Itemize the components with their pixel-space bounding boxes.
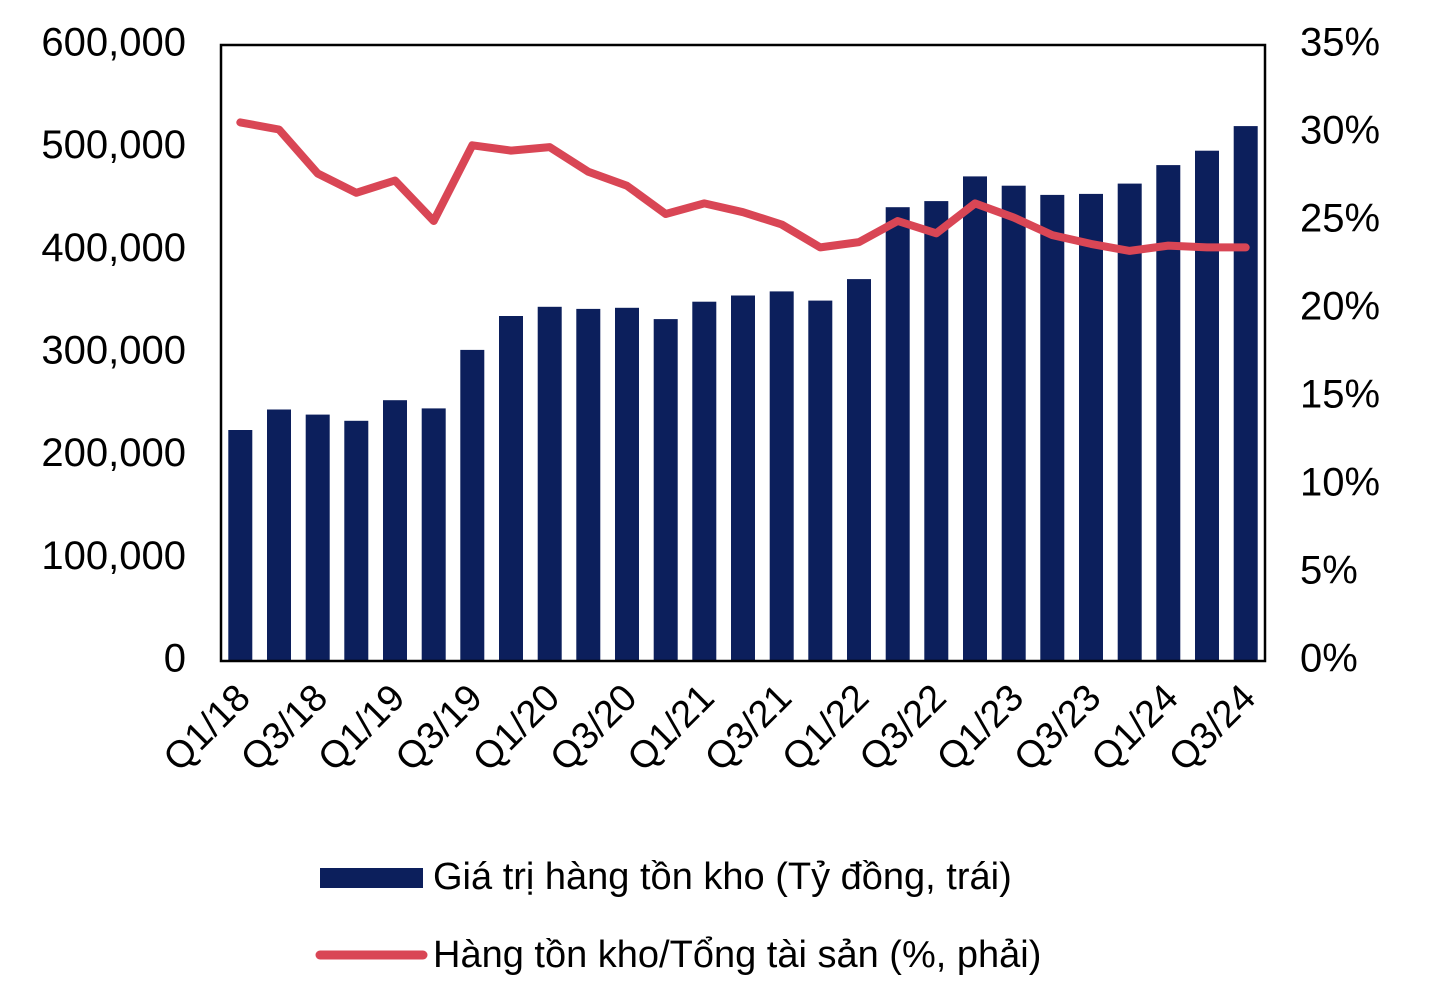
- bar-Q1-18: [228, 430, 253, 661]
- bar-Q1-24: [1156, 165, 1181, 661]
- bar-Q4-19: [499, 316, 523, 661]
- x-axis: Q1/18Q3/18Q1/19Q3/19Q1/20Q3/20Q1/21Q3/21…: [156, 677, 1264, 780]
- bar-Q2-22: [885, 207, 910, 661]
- x-tick-label: Q1/21: [620, 677, 723, 780]
- x-tick-label: Q3/24: [1161, 677, 1264, 780]
- bar-Q3-24: [1233, 126, 1258, 662]
- bar-Q4-18: [344, 420, 369, 661]
- x-tick-label: Q1/20: [465, 677, 568, 780]
- bar-Q1-19: [383, 400, 407, 661]
- bar-Q1-21: [692, 301, 717, 661]
- x-tick-label: Q1/19: [310, 677, 413, 780]
- bar-Q1-22: [847, 279, 871, 661]
- bar-Q3-22: [924, 201, 949, 661]
- bar-series: [228, 126, 1258, 662]
- bar-Q3-19: [460, 349, 485, 661]
- y-left-tick-label: 500,000: [41, 123, 186, 167]
- bar-Q4-21: [808, 300, 833, 661]
- legend-swatch-bar: [320, 868, 423, 888]
- y-axis-left: 0 100,000 200,000 300,000 400,000 500,000 600,…: [41, 21, 186, 681]
- bar-Q3-21: [769, 291, 794, 661]
- bar-Q4-23: [1117, 183, 1142, 661]
- x-tick-label: Q3/22: [852, 677, 955, 780]
- y-right-tick-label: 20%: [1300, 285, 1380, 329]
- bar-Q1-20: [537, 306, 562, 661]
- bar-Q3-18: [305, 414, 330, 661]
- y-right-tick-label: 25%: [1300, 197, 1380, 241]
- y-axis-right: 0% 5% 10% 15% 20% 25% 30% 35%: [1300, 21, 1380, 681]
- y-left-tick-label: 0: [164, 637, 186, 681]
- y-right-tick-label: 35%: [1300, 21, 1380, 65]
- x-tick-label: Q3/19: [388, 677, 491, 780]
- x-tick-label: Q1/22: [774, 677, 877, 780]
- bar-Q2-20: [576, 308, 601, 661]
- bar-Q2-23: [1040, 194, 1065, 661]
- bar-Q3-23: [1079, 193, 1103, 661]
- y-left-tick-label: 600,000: [41, 21, 186, 65]
- legend-label-bar: Giá trị hàng tồn kho (Tỷ đồng, trái): [433, 856, 1012, 898]
- y-left-tick-label: 300,000: [41, 329, 186, 373]
- x-tick-label: Q3/18: [233, 677, 336, 780]
- bar-Q2-18: [267, 409, 291, 661]
- bar-Q2-19: [421, 408, 446, 661]
- bar-Q2-21: [731, 295, 755, 661]
- bar-Q3-20: [615, 307, 639, 661]
- bar-Q4-20: [653, 319, 678, 661]
- x-tick-label: Q1/24: [1084, 677, 1187, 780]
- line-series: [236, 118, 1250, 255]
- y-right-tick-label: 15%: [1300, 373, 1380, 417]
- bar-Q1-23: [1001, 185, 1026, 661]
- y-right-tick-label: 10%: [1300, 461, 1380, 505]
- x-tick-label: Q1/18: [156, 677, 259, 780]
- y-left-tick-label: 400,000: [41, 226, 186, 270]
- x-tick-label: Q3/20: [542, 677, 645, 780]
- legend: Giá trị hàng tồn kho (Tỷ đồng, trái) Hàn…: [315, 856, 1041, 976]
- x-tick-label: Q3/23: [1006, 677, 1109, 780]
- y-left-tick-label: 200,000: [41, 431, 186, 475]
- y-right-tick-label: 30%: [1300, 109, 1380, 153]
- x-tick-label: Q1/23: [929, 677, 1032, 780]
- bar-Q2-24: [1195, 150, 1219, 661]
- legend-label-line: Hàng tồn kho/Tổng tài sản (%, phải): [433, 934, 1041, 976]
- bar-Q4-22: [963, 176, 987, 661]
- plot-frame: [219, 43, 1267, 663]
- y-right-tick-label: 5%: [1300, 549, 1358, 593]
- y-left-tick-label: 100,000: [41, 534, 186, 578]
- y-right-tick-label: 0%: [1300, 637, 1358, 681]
- x-tick-label: Q3/21: [697, 677, 800, 780]
